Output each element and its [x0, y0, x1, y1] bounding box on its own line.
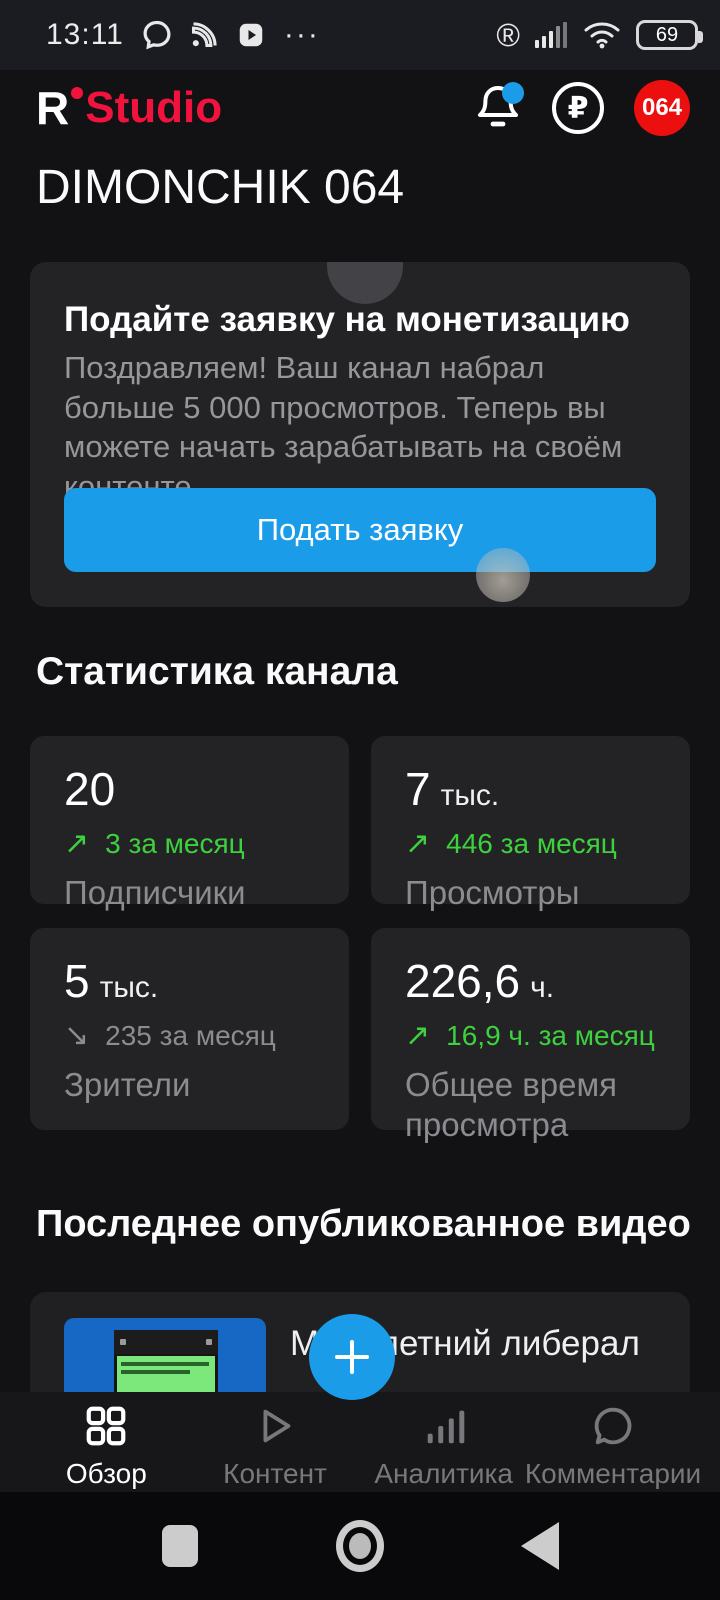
back-icon: [521, 1522, 559, 1570]
trend-up-icon: ↗: [64, 827, 90, 860]
app-header: R Studio ₽ 064: [36, 78, 690, 138]
trend-up-icon: ↗: [405, 827, 431, 860]
stat-value: 226,6 ч.: [405, 954, 690, 1008]
stat-change: ↘ 235 за месяц: [64, 1018, 349, 1053]
rutube-studio-logo: R Studio: [36, 81, 223, 134]
trend-up-icon: ↗: [405, 1019, 431, 1052]
battery-percent: 69: [655, 23, 679, 46]
monetization-card: Подайте заявку на монетизацию Поздравляе…: [30, 262, 690, 607]
stat-change-text: 235 за месяц: [105, 1019, 276, 1051]
registered-icon: ®: [496, 17, 520, 53]
nav-label: Обзор: [65, 1458, 147, 1489]
trend-down-icon: ↘: [64, 1019, 90, 1052]
logo-r: R: [36, 81, 69, 134]
stat-change-text: 446 за месяц: [446, 827, 617, 859]
notifications-button[interactable]: [474, 82, 524, 134]
home-button[interactable]: [325, 1511, 395, 1581]
stat-number: 5: [64, 955, 90, 1007]
analytics-bars-icon: [421, 1400, 467, 1452]
touch-indicator: [476, 548, 530, 602]
stat-suffix: тыс.: [440, 779, 500, 812]
stat-suffix: тыс.: [99, 971, 159, 1004]
recents-button[interactable]: [145, 1511, 215, 1581]
avatar-label: 064: [641, 94, 683, 121]
system-navigation: [0, 1492, 720, 1600]
stat-card-subscribers[interactable]: 20 ↗ 3 за месяц Подписчики: [30, 736, 349, 911]
ruble-icon: ₽: [567, 91, 589, 125]
chat-icon: [142, 20, 172, 50]
page-title: DIMONCHIK 064: [36, 161, 405, 214]
recents-icon: [162, 1525, 198, 1567]
monetization-ruble-button[interactable]: ₽: [552, 82, 604, 134]
bottom-navigation: Обзор Контент Аналитика Комментарии: [0, 1392, 720, 1492]
stat-card-views[interactable]: 7 тыс. ↗ 446 за месяц Просмотры: [371, 736, 690, 911]
clock: 13:11: [46, 18, 124, 51]
avatar[interactable]: 064: [634, 80, 690, 136]
notification-dot: [502, 82, 524, 104]
latest-video-heading: Последнее опубликованное видео: [36, 1203, 691, 1245]
video-app-icon: [236, 20, 266, 50]
battery-icon: 69: [636, 20, 703, 50]
stat-value: 20: [64, 762, 349, 816]
stat-change: ↗ 3 за месяц: [64, 826, 349, 861]
stat-change-text: 3 за месяц: [105, 827, 245, 859]
back-button[interactable]: [505, 1511, 575, 1581]
nav-label: Контент: [223, 1458, 327, 1489]
stat-suffix: ч.: [530, 971, 555, 1004]
monetization-title: Подайте заявку на монетизацию: [64, 300, 630, 339]
home-icon: [336, 1520, 384, 1572]
stat-card-watch-time[interactable]: 226,6 ч. ↗ 16,9 ч. за месяц Общее время …: [371, 928, 690, 1143]
stat-number: 7: [405, 763, 431, 815]
pull-refresh-indicator: [327, 262, 403, 304]
stat-label: Общее время просмотра: [405, 1066, 618, 1144]
nav-item-comments[interactable]: Комментарии: [524, 1392, 702, 1492]
nav-item-analytics[interactable]: Аналитика: [359, 1392, 528, 1492]
grid-icon: [83, 1400, 129, 1452]
nav-item-content[interactable]: Контент: [191, 1392, 360, 1492]
more-dots-icon: ···: [283, 18, 320, 51]
status-bar: 13:11 ··· ® 69: [0, 0, 720, 70]
rss-icon: [190, 21, 218, 49]
stat-label: Зрители: [64, 1066, 191, 1103]
stats-grid: 20 ↗ 3 за месяц Подписчики 7 тыс. ↗ 446 …: [30, 736, 690, 1143]
stat-label: Подписчики: [64, 874, 246, 911]
stat-number: 226,6: [405, 955, 521, 1007]
stat-label: Просмотры: [405, 874, 580, 911]
nav-item-overview[interactable]: Обзор: [22, 1392, 191, 1492]
stat-change: ↗ 16,9 ч. за месяц: [405, 1018, 690, 1053]
monetization-description: Поздравляем! Ваш канал набрал больше 5 0…: [64, 350, 623, 505]
stat-value: 7 тыс.: [405, 762, 690, 816]
comment-bubble-icon: [590, 1400, 636, 1452]
stats-heading: Статистика канала: [36, 650, 398, 693]
signal-icon: [534, 20, 568, 50]
logo-dot-icon: [71, 86, 84, 99]
stat-value: 5 тыс.: [64, 954, 349, 1008]
stat-number: 20: [64, 763, 116, 815]
wifi-icon: [582, 19, 622, 51]
plus-icon: [335, 1340, 369, 1374]
stat-change-text: 16,9 ч. за месяц: [446, 1019, 655, 1051]
logo-studio: Studio: [85, 82, 223, 132]
nav-label: Аналитика: [374, 1458, 513, 1489]
nav-label: Комментарии: [524, 1458, 702, 1489]
play-icon: [252, 1400, 298, 1452]
add-video-button[interactable]: [309, 1314, 395, 1400]
stat-change: ↗ 446 за месяц: [405, 826, 690, 861]
apply-button[interactable]: Подать заявку: [64, 488, 656, 572]
stat-card-viewers[interactable]: 5 тыс. ↘ 235 за месяц Зрители: [30, 928, 349, 1130]
